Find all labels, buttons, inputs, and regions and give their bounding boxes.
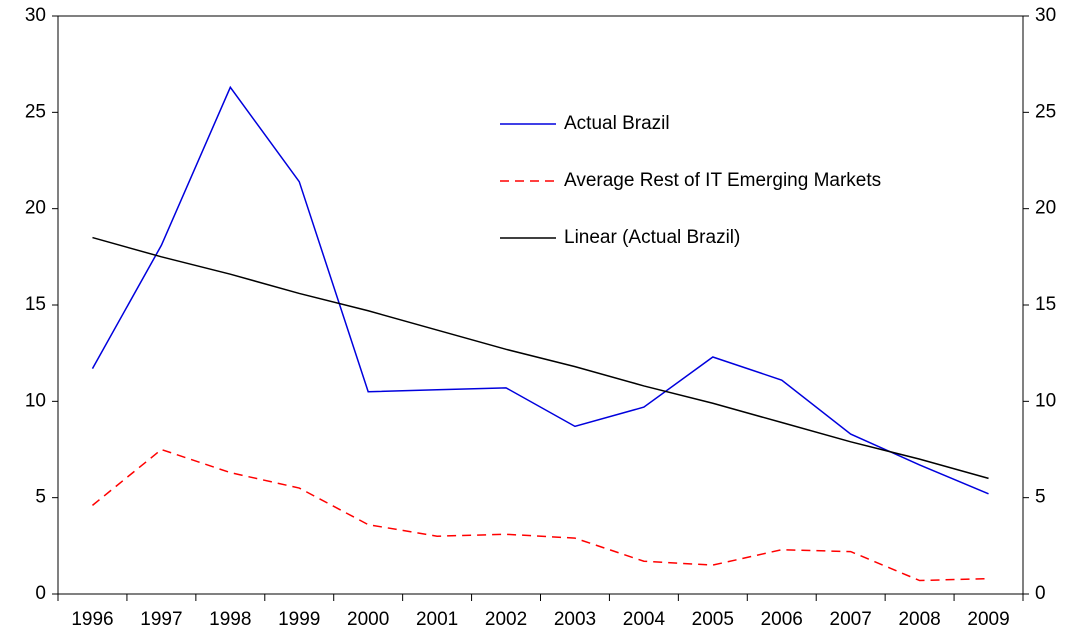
y-tick-label: 30 (25, 5, 46, 26)
x-tick-label: 2004 (623, 609, 666, 630)
y2-tick-label: 0 (1035, 583, 1046, 604)
y-tick-label: 0 (35, 583, 46, 604)
y2-tick-label: 20 (1035, 198, 1056, 219)
y2-tick-label: 15 (1035, 294, 1056, 315)
x-tick-label: 2009 (967, 609, 1009, 630)
y2-tick-label: 5 (1035, 487, 1046, 508)
y-tick-label: 20 (25, 198, 46, 219)
series-line (91, 448, 989, 582)
x-tick-label: 2002 (485, 609, 527, 630)
y-tick-label: 25 (25, 101, 46, 122)
legend-label: Actual Brazil (564, 113, 670, 134)
x-tick-label: 2006 (761, 609, 803, 630)
x-tick-label: 2005 (692, 609, 734, 630)
y-tick-label: 10 (25, 390, 46, 411)
x-tick-label: 1996 (71, 609, 113, 630)
x-tick-label: 2001 (416, 609, 458, 630)
plot-frame (57, 15, 1024, 595)
x-tick-label: 1997 (140, 609, 182, 630)
x-tick-label: 2003 (554, 609, 596, 630)
legend-label: Average Rest of IT Emerging Markets (564, 170, 881, 191)
y2-tick-label: 25 (1035, 101, 1056, 122)
y2-tick-label: 10 (1035, 390, 1056, 411)
x-tick-label: 2000 (347, 609, 389, 630)
y-tick-label: 15 (25, 294, 46, 315)
series-line (91, 85, 989, 495)
x-tick-label: 1998 (209, 609, 251, 630)
series-line (92, 236, 989, 480)
x-tick-label: 2007 (830, 609, 872, 630)
y2-tick-label: 30 (1035, 5, 1056, 26)
x-tick-label: 1999 (278, 609, 320, 630)
y-tick-label: 5 (35, 487, 46, 508)
legend-label: Linear (Actual Brazil) (564, 227, 740, 248)
x-tick-label: 2008 (898, 609, 940, 630)
